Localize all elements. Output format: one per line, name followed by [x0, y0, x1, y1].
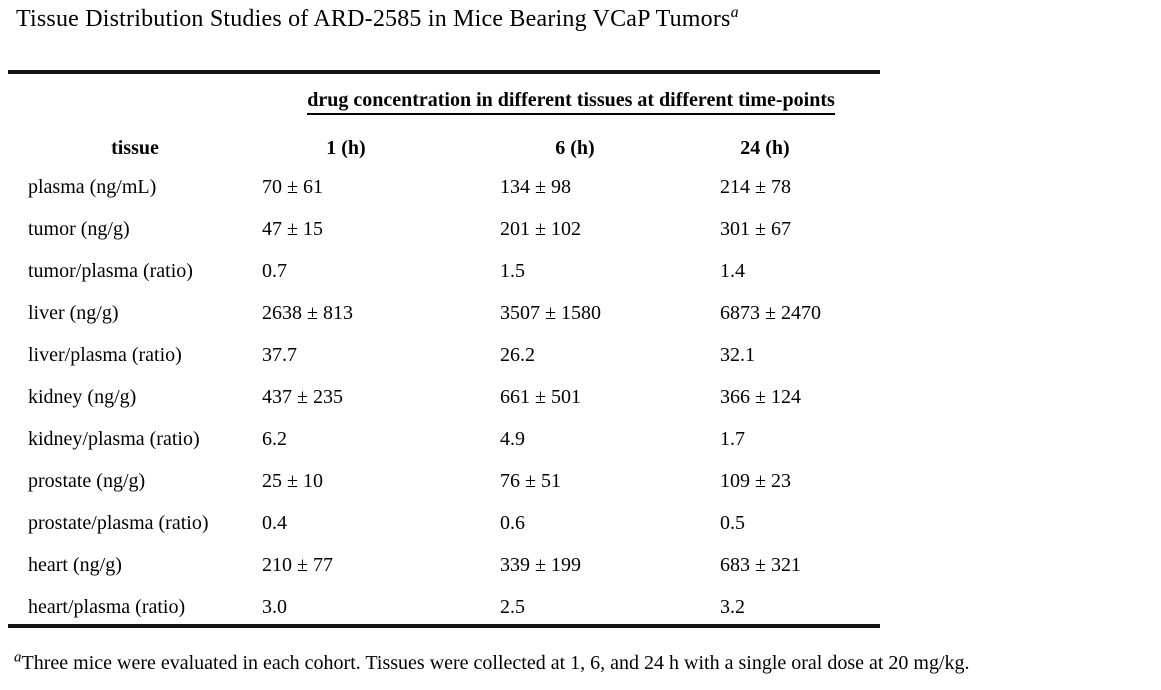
value-cell: 4.9 — [500, 427, 525, 450]
span-header-row: drug concentration in different tissues … — [8, 74, 880, 119]
value-cell: 210 ± 77 — [262, 553, 333, 576]
value-cell: 6873 ± 2470 — [720, 301, 821, 324]
title-footnote-marker: a — [730, 4, 739, 21]
tissue-label: tumor (ng/g) — [28, 217, 130, 240]
table-row: liver (ng/g) 2638 ± 813 3507 ± 1580 6873 ± … — [8, 292, 880, 334]
value-cell: 1.5 — [500, 259, 525, 282]
table-row: prostate (ng/g) 25 ± 10 76 ± 51 109 ± 23 — [8, 460, 880, 502]
value-cell: 0.4 — [262, 511, 287, 534]
column-header-6h: 6 (h) — [555, 137, 595, 159]
table-body: plasma (ng/mL) 70 ± 61 134 ± 98 214 ± 78 tum… — [8, 166, 880, 628]
table-row: kidney (ng/g) 437 ± 235 661 ± 501 366 ± 124 — [8, 376, 880, 418]
value-cell: 37.7 — [262, 343, 297, 366]
value-cell: 683 ± 321 — [720, 553, 801, 576]
table-title: Tissue Distribution Studies of ARD-2585 … — [16, 4, 739, 33]
tissue-label: tumor/plasma (ratio) — [28, 259, 193, 282]
value-cell: 26.2 — [500, 343, 535, 366]
table-row: tumor/plasma (ratio) 0.7 1.5 1.4 — [8, 250, 880, 292]
value-cell: 661 ± 501 — [500, 385, 581, 408]
table-title-text: Tissue Distribution Studies of ARD-2585 … — [16, 6, 731, 32]
table-row: kidney/plasma (ratio) 6.2 4.9 1.7 — [8, 418, 880, 460]
tissue-label: liver/plasma (ratio) — [28, 343, 182, 366]
value-cell: 25 ± 10 — [262, 469, 323, 492]
table-row: plasma (ng/mL) 70 ± 61 134 ± 98 214 ± 78 — [8, 166, 880, 208]
value-cell: 1.4 — [720, 259, 745, 282]
value-cell: 0.7 — [262, 259, 287, 282]
span-header-text: drug concentration in different tissues … — [307, 89, 835, 115]
value-cell: 70 ± 61 — [262, 175, 323, 198]
tissue-label: kidney (ng/g) — [28, 385, 137, 408]
value-cell: 339 ± 199 — [500, 553, 581, 576]
tissue-distribution-table: drug concentration in different tissues … — [8, 70, 880, 628]
value-cell: 47 ± 15 — [262, 217, 323, 240]
table-row: liver/plasma (ratio) 37.7 26.2 32.1 — [8, 334, 880, 376]
value-cell: 3.0 — [262, 595, 287, 618]
value-cell: 0.6 — [500, 511, 525, 534]
value-cell: 134 ± 98 — [500, 175, 571, 198]
column-header-1h: 1 (h) — [326, 137, 366, 159]
value-cell: 366 ± 124 — [720, 385, 801, 408]
span-header-spacer — [8, 74, 262, 119]
value-cell: 3.2 — [720, 595, 745, 618]
value-cell: 1.7 — [720, 427, 745, 450]
tissue-label: liver (ng/g) — [28, 301, 119, 324]
tissue-label: plasma (ng/mL) — [28, 175, 157, 198]
column-header-row: tissue 1 (h) 6 (h) 24 (h) — [8, 119, 880, 166]
tissue-label: prostate (ng/g) — [28, 469, 146, 492]
tissue-label: prostate/plasma (ratio) — [28, 511, 209, 534]
value-cell: 0.5 — [720, 511, 745, 534]
table-row: tumor (ng/g) 47 ± 15 201 ± 102 301 ± 67 — [8, 208, 880, 250]
value-cell: 3507 ± 1580 — [500, 301, 601, 324]
footnote: aThree mice were evaluated in each cohor… — [14, 649, 970, 675]
value-cell: 32.1 — [720, 343, 755, 366]
table-row: prostate/plasma (ratio) 0.4 0.6 0.5 — [8, 502, 880, 544]
value-cell: 301 ± 67 — [720, 217, 791, 240]
footnote-marker: a — [14, 649, 22, 666]
table-row: heart/plasma (ratio) 3.0 2.5 3.2 — [8, 586, 880, 628]
tissue-label: kidney/plasma (ratio) — [28, 427, 200, 450]
column-header-tissue: tissue — [111, 137, 159, 159]
column-header-24h: 24 (h) — [740, 137, 790, 159]
value-cell: 6.2 — [262, 427, 287, 450]
value-cell: 214 ± 78 — [720, 175, 791, 198]
footnote-text: Three mice were evaluated in each cohort… — [21, 652, 970, 674]
value-cell: 109 ± 23 — [720, 469, 791, 492]
value-cell: 2638 ± 813 — [262, 301, 353, 324]
table-row: heart (ng/g) 210 ± 77 339 ± 199 683 ± 321 — [8, 544, 880, 586]
tissue-label: heart/plasma (ratio) — [28, 595, 186, 618]
tissue-label: heart (ng/g) — [28, 553, 122, 576]
span-header-cell: drug concentration in different tissues … — [262, 74, 880, 119]
value-cell: 76 ± 51 — [500, 469, 561, 492]
value-cell: 437 ± 235 — [262, 385, 343, 408]
value-cell: 2.5 — [500, 595, 525, 618]
value-cell: 201 ± 102 — [500, 217, 581, 240]
